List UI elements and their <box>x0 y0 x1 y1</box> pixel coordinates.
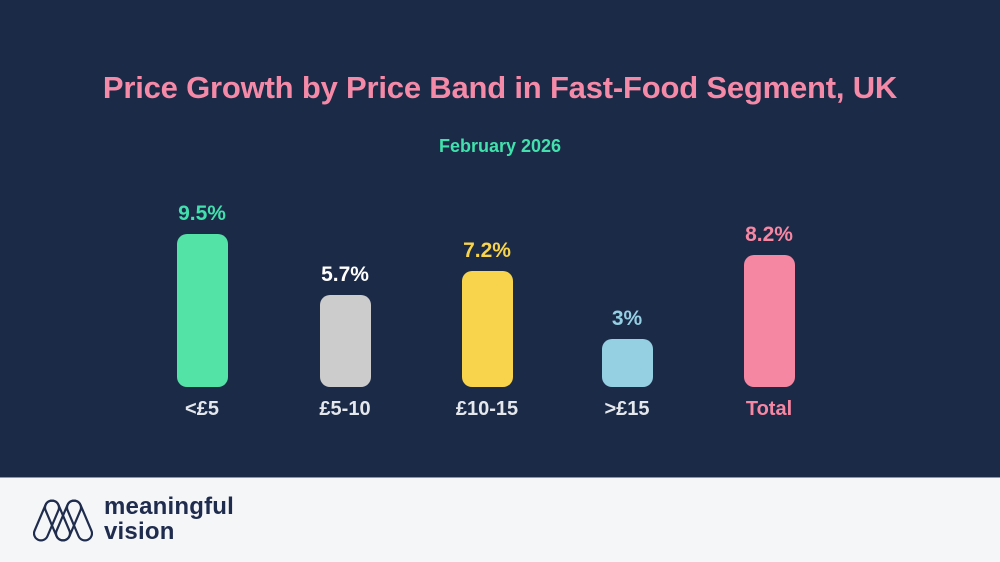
brand-line-1: meaningful <box>104 493 235 520</box>
bar-category-label: Total <box>745 398 793 420</box>
bar-value-label: 7.2% <box>463 239 511 262</box>
bar-value-label: 9.5% <box>178 202 226 225</box>
bar-value-label: 3% <box>611 307 643 330</box>
bar-value-label: 5.7% <box>321 263 369 286</box>
bar-category-label: £5-10 <box>319 398 371 420</box>
bar-category-label: £10-15 <box>455 398 519 420</box>
footer-bar: meaningful vision <box>0 477 1000 562</box>
bar-Total <box>743 255 795 387</box>
brand-wordmark: meaningful vision <box>104 494 234 544</box>
bar-<£5 <box>176 234 228 387</box>
brand-line-2: vision <box>104 518 175 545</box>
bar-category-label: <£5 <box>185 398 219 420</box>
bar-category-label: >£15 <box>604 398 650 420</box>
chart-title: Price Growth by Price Band in Fast-Food … <box>102 70 898 105</box>
bar-£10-15 <box>461 271 513 387</box>
bar->£15 <box>601 339 653 387</box>
meaningful-vision-logo-icon <box>33 499 93 542</box>
bar-value-label: 8.2% <box>745 223 793 246</box>
bar-£5-10 <box>319 295 371 387</box>
chart-subtitle: February 2026 <box>438 136 562 156</box>
